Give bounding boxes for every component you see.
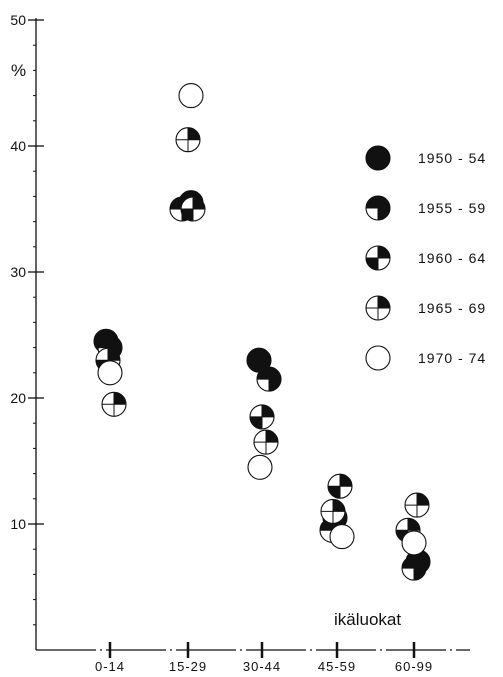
legend-label: 1950 - 54 bbox=[418, 150, 486, 166]
y-axis-label: % bbox=[11, 61, 26, 80]
point-1965-69-60-99 bbox=[404, 492, 430, 518]
x-tick-label: 0-14 bbox=[95, 659, 125, 674]
point-1955-59-30-44 bbox=[256, 366, 282, 392]
y-tick-label: 20 bbox=[10, 390, 26, 406]
x-ticks: 0-14 15-29 30-44 45-59 60-99 bbox=[95, 642, 433, 674]
point-1960-64-15-29 bbox=[180, 196, 206, 222]
x-tick-label: 45-59 bbox=[318, 659, 356, 674]
point-1970-74-15-29 bbox=[178, 83, 204, 109]
axes bbox=[35, 18, 470, 651]
point-1960-64-45-59 bbox=[327, 473, 353, 499]
legend-marker-1955-59 bbox=[365, 195, 391, 221]
x-tick-label: 30-44 bbox=[243, 659, 281, 674]
legend-marker-1950-54 bbox=[365, 145, 391, 171]
legend-marker-1960-64 bbox=[365, 245, 391, 271]
point-1965-69-0-14 bbox=[101, 391, 127, 417]
x-tick-label: 60-99 bbox=[395, 659, 433, 674]
legend-marker-1970-74 bbox=[365, 345, 391, 371]
point-1970-74-30-44 bbox=[247, 454, 273, 480]
y-tick-label: 30 bbox=[10, 264, 26, 280]
legend-label: 1955 - 59 bbox=[418, 200, 486, 216]
legend: 1950 - 54 1955 - 59 1960 - 64 1965 - 69 1970… bbox=[365, 145, 486, 371]
point-1965-69-45-59 bbox=[320, 498, 346, 524]
y-tick-label: 40 bbox=[10, 138, 26, 154]
legend-label: 1960 - 64 bbox=[418, 250, 486, 266]
legend-marker-1965-69 bbox=[365, 295, 391, 321]
data-marks bbox=[93, 83, 431, 581]
point-1955-59-60-99 bbox=[401, 555, 427, 581]
point-1960-64-30-44 bbox=[249, 404, 275, 430]
x-tick-label: 15-29 bbox=[169, 659, 207, 674]
y-tick-label: 50 bbox=[10, 12, 26, 28]
point-1970-74-60-99 bbox=[401, 530, 427, 556]
y-tick-label: 10 bbox=[10, 516, 26, 532]
point-1970-74-45-59 bbox=[329, 524, 355, 550]
point-1970-74-0-14 bbox=[97, 360, 123, 386]
y-ticks: 10 20 30 40 50 bbox=[10, 12, 44, 626]
x-axis-label: ikäluokat bbox=[334, 610, 401, 629]
point-1965-69-30-44 bbox=[253, 429, 279, 455]
point-1965-69-15-29 bbox=[175, 127, 201, 153]
legend-label: 1970 - 74 bbox=[418, 350, 486, 366]
legend-label: 1965 - 69 bbox=[418, 300, 486, 316]
